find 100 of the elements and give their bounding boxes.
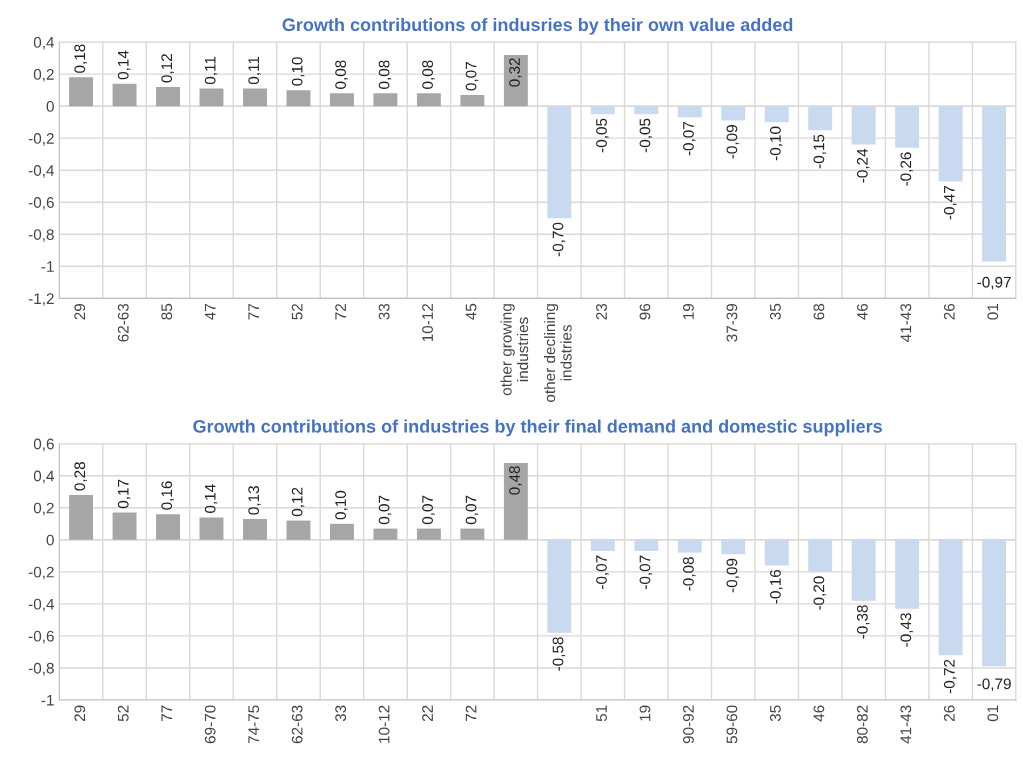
- data-label: 0,32: [509, 58, 522, 87]
- data-label: -0,16: [770, 569, 783, 604]
- y-tick-label: 0,6: [33, 438, 54, 452]
- chart-title: Growth contributions of indusries by their own value added: [282, 17, 793, 35]
- data-label: -0,09: [726, 125, 740, 159]
- x-tick-label: 90-92: [683, 705, 694, 744]
- x-tick-label: 96: [639, 303, 651, 320]
- bar: [199, 88, 224, 107]
- x-tick-label: other growing industries: [500, 304, 529, 396]
- x-tick-label: 19: [639, 705, 651, 721]
- bar: [112, 83, 137, 107]
- data-label: -0,24: [856, 148, 870, 183]
- x-tick-label: 01: [987, 705, 999, 722]
- bar: [938, 106, 963, 182]
- data-label: -0,70: [552, 222, 566, 257]
- data-label: 0,16: [161, 481, 174, 510]
- x-tick-label: 10-12: [378, 705, 390, 743]
- data-label: 0,12: [291, 487, 305, 517]
- data-label: 0,08: [378, 60, 392, 89]
- x-tick-label: 45: [465, 303, 477, 320]
- data-label: 0,10: [335, 490, 348, 520]
- bar: [416, 528, 441, 540]
- y-tick-label: -1: [41, 695, 54, 706]
- chart-title: Growth contributions of industries by their final demand and domestic suppliers: [193, 419, 882, 437]
- bar: [373, 528, 398, 540]
- bar: [112, 512, 137, 540]
- bar: [721, 106, 746, 121]
- bar: [851, 106, 876, 145]
- x-tick-label: 62-63: [291, 705, 303, 744]
- data-label: -0,07: [683, 121, 696, 156]
- x-tick-label: 10-12: [422, 303, 433, 342]
- data-label: 0,17: [117, 479, 131, 509]
- data-label: 0,13: [248, 486, 261, 515]
- data-label: -0,08: [683, 557, 696, 591]
- bar: [982, 106, 1007, 262]
- data-label: 0,11: [248, 56, 261, 85]
- data-label: -0,07: [639, 555, 653, 589]
- bar: [721, 539, 746, 555]
- y-tick-label: -1: [41, 261, 54, 272]
- data-label: -0,09: [726, 558, 740, 593]
- y-tick-label: -0,6: [28, 630, 54, 644]
- x-tick-label: 29: [74, 303, 86, 320]
- y-tick-label: 0,4: [33, 36, 55, 50]
- data-label: 0,11: [204, 56, 218, 85]
- y-tick-label: -0,2: [28, 133, 54, 146]
- bar: [764, 106, 789, 123]
- bar: [286, 90, 311, 107]
- x-tick-label: 35: [770, 303, 781, 320]
- y-tick-label: -0,8: [28, 229, 54, 242]
- bar: [677, 539, 702, 553]
- bar: [243, 518, 267, 540]
- y-tick-label: -0,2: [28, 566, 54, 580]
- y-tick-label: -0,6: [28, 197, 54, 210]
- data-label: 0,10: [291, 57, 305, 86]
- bar: [460, 528, 485, 540]
- y-tick-label: 0,4: [33, 470, 55, 484]
- data-label: 0,08: [422, 60, 435, 89]
- data-label: -0,79: [977, 678, 1011, 692]
- data-label: 0,12: [161, 54, 174, 83]
- bar: [199, 517, 224, 540]
- x-tick-label: 22: [422, 705, 433, 722]
- bar: [460, 94, 485, 107]
- bar: [677, 106, 702, 118]
- x-tick-label: 37-39: [726, 303, 738, 342]
- bar: [373, 93, 398, 107]
- data-label: -0,47: [943, 186, 957, 220]
- data-label: -0,05: [596, 118, 609, 153]
- x-tick-label: 46: [813, 705, 825, 722]
- x-tick-label: 85: [161, 303, 173, 320]
- x-tick-label: 33: [378, 303, 390, 320]
- bar: [329, 93, 354, 107]
- bar: [808, 539, 833, 572]
- x-tick-label: 33: [335, 705, 347, 722]
- data-label: 0,14: [117, 50, 131, 80]
- bar: [416, 93, 441, 107]
- bar: [547, 539, 572, 633]
- x-tick-label: 80-82: [856, 705, 868, 744]
- x-tick-label: 77: [161, 705, 172, 722]
- x-tick-label: 47: [204, 303, 216, 320]
- data-label: 0,07: [465, 62, 479, 91]
- data-label: -0,07: [596, 555, 609, 589]
- y-tick-label: -1,2: [28, 293, 54, 306]
- x-tick-label: other declining indstries: [543, 304, 572, 402]
- data-label: 0,14: [204, 484, 218, 513]
- y-tick-label: -0,8: [28, 662, 54, 676]
- bar: [851, 539, 876, 601]
- data-label: 0,08: [335, 60, 348, 89]
- x-tick-label: 19: [683, 303, 694, 320]
- x-tick-label: 62-63: [117, 303, 129, 342]
- y-tick-label: 0: [46, 101, 54, 112]
- x-tick-label: 26: [943, 303, 955, 320]
- y-tick-label: 0: [46, 534, 54, 546]
- x-tick-label: 72: [465, 705, 477, 722]
- x-tick-label: 68: [813, 303, 825, 320]
- bar: [286, 520, 311, 540]
- bar: [547, 106, 572, 219]
- x-tick-label: 51: [596, 705, 607, 722]
- x-tick-label: 77: [248, 303, 259, 320]
- bar: [503, 462, 528, 540]
- x-tick-label: 69-70: [204, 705, 216, 744]
